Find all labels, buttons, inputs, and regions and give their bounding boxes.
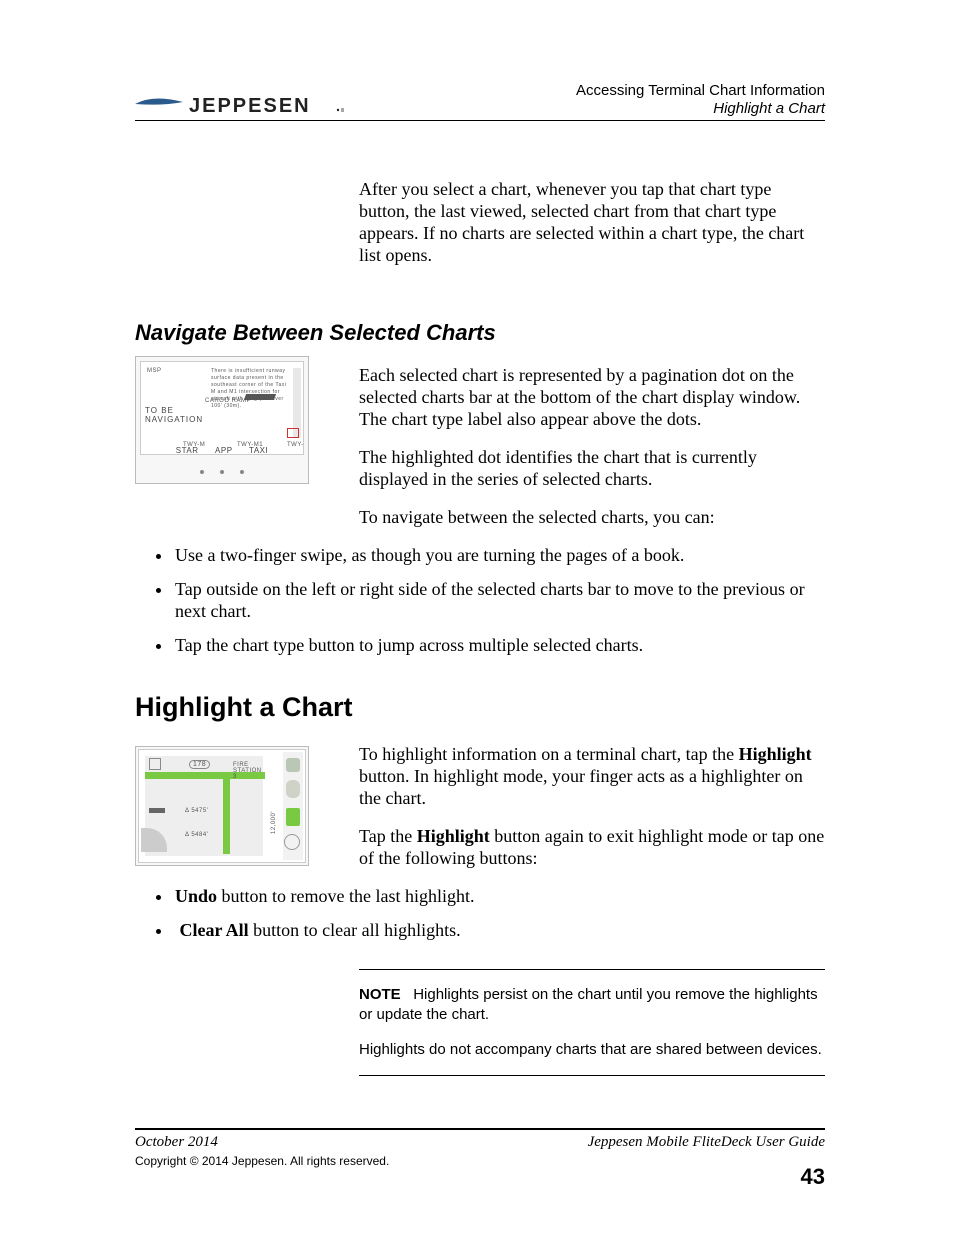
page-footer: October 2014 Jeppesen Mobile FliteDeck U…	[135, 1128, 825, 1168]
hl-p1: To highlight information on a terminal c…	[359, 743, 825, 809]
note-label: NOTE	[359, 986, 401, 1003]
thumb-tab-app: APP	[215, 446, 233, 455]
intro-paragraph: After you select a chart, whenever you t…	[359, 178, 825, 266]
thumb-tab-star: STAR	[176, 446, 199, 455]
heading-navigate: Navigate Between Selected Charts	[135, 320, 825, 346]
heading-highlight: Highlight a Chart	[135, 692, 825, 723]
note-block: NOTE Highlights persist on the chart unt…	[359, 969, 825, 1076]
note-p1: NOTE Highlights persist on the chart unt…	[359, 985, 825, 1025]
bold-highlight: Highlight	[739, 744, 812, 764]
thumb-highlight-chart: 178 FIRESTATION3 Δ 5475' Δ 5484' 12,000'	[135, 746, 309, 866]
list-item: Clear All button to clear all highlights…	[173, 919, 825, 941]
footer-rule	[135, 1128, 825, 1130]
bold-highlight: Highlight	[417, 826, 490, 846]
section-highlight: Highlight a Chart 178 FIRESTATION3	[135, 692, 825, 1076]
thumb-tab-taxi: TAXI	[249, 446, 268, 455]
list-item: Use a two-finger swipe, as though you ar…	[173, 544, 825, 566]
header-right: Accessing Terminal Chart Information Hig…	[576, 82, 825, 118]
page-header: JEPPESEN Accessing Terminal Chart Inform…	[135, 82, 825, 124]
note-rule-top	[359, 969, 825, 970]
hl-p2: Tap the Highlight button again to exit h…	[359, 825, 825, 869]
jeppesen-logo: JEPPESEN	[135, 90, 345, 123]
list-item: Tap the chart type button to jump across…	[173, 634, 825, 656]
section-navigate: MSP There is insufficient runway surface…	[135, 320, 825, 656]
nav-p3: To navigate between the selected charts,…	[359, 506, 825, 528]
thumb-pagination-bar: STAR APP TAXI	[136, 437, 308, 479]
list-item: Tap outside on the left or right side of…	[173, 578, 825, 622]
header-rule	[135, 120, 825, 121]
thumb-chart-pagination: MSP There is insufficient runway surface…	[135, 356, 309, 484]
nav-p1: Each selected chart is represented by a …	[359, 364, 825, 430]
footer-date: October 2014	[135, 1134, 218, 1150]
footer-copyright: Copyright © 2014 Jeppesen. All rights re…	[135, 1154, 825, 1168]
page-body: JEPPESEN Accessing Terminal Chart Inform…	[135, 82, 825, 1076]
header-section: Highlight a Chart	[576, 100, 825, 118]
hl-bullets: Undo button to remove the last highlight…	[135, 885, 825, 941]
nav-p2: The highlighted dot identifies the chart…	[359, 446, 825, 490]
footer-guide: Jeppesen Mobile FliteDeck User Guide	[588, 1134, 825, 1151]
page-number: 43	[801, 1164, 825, 1190]
nav-bullets: Use a two-finger swipe, as though you ar…	[135, 544, 825, 656]
intro-block: After you select a chart, whenever you t…	[135, 178, 825, 266]
note-p2: Highlights do not accompany charts that …	[359, 1040, 825, 1060]
header-chapter: Accessing Terminal Chart Information	[576, 82, 825, 100]
logo-text: JEPPESEN	[189, 95, 311, 117]
bold-undo: Undo	[175, 886, 217, 906]
note-rule-bottom	[359, 1075, 825, 1076]
list-item: Undo button to remove the last highlight…	[173, 885, 825, 907]
bold-clear-all: Clear All	[180, 920, 249, 940]
